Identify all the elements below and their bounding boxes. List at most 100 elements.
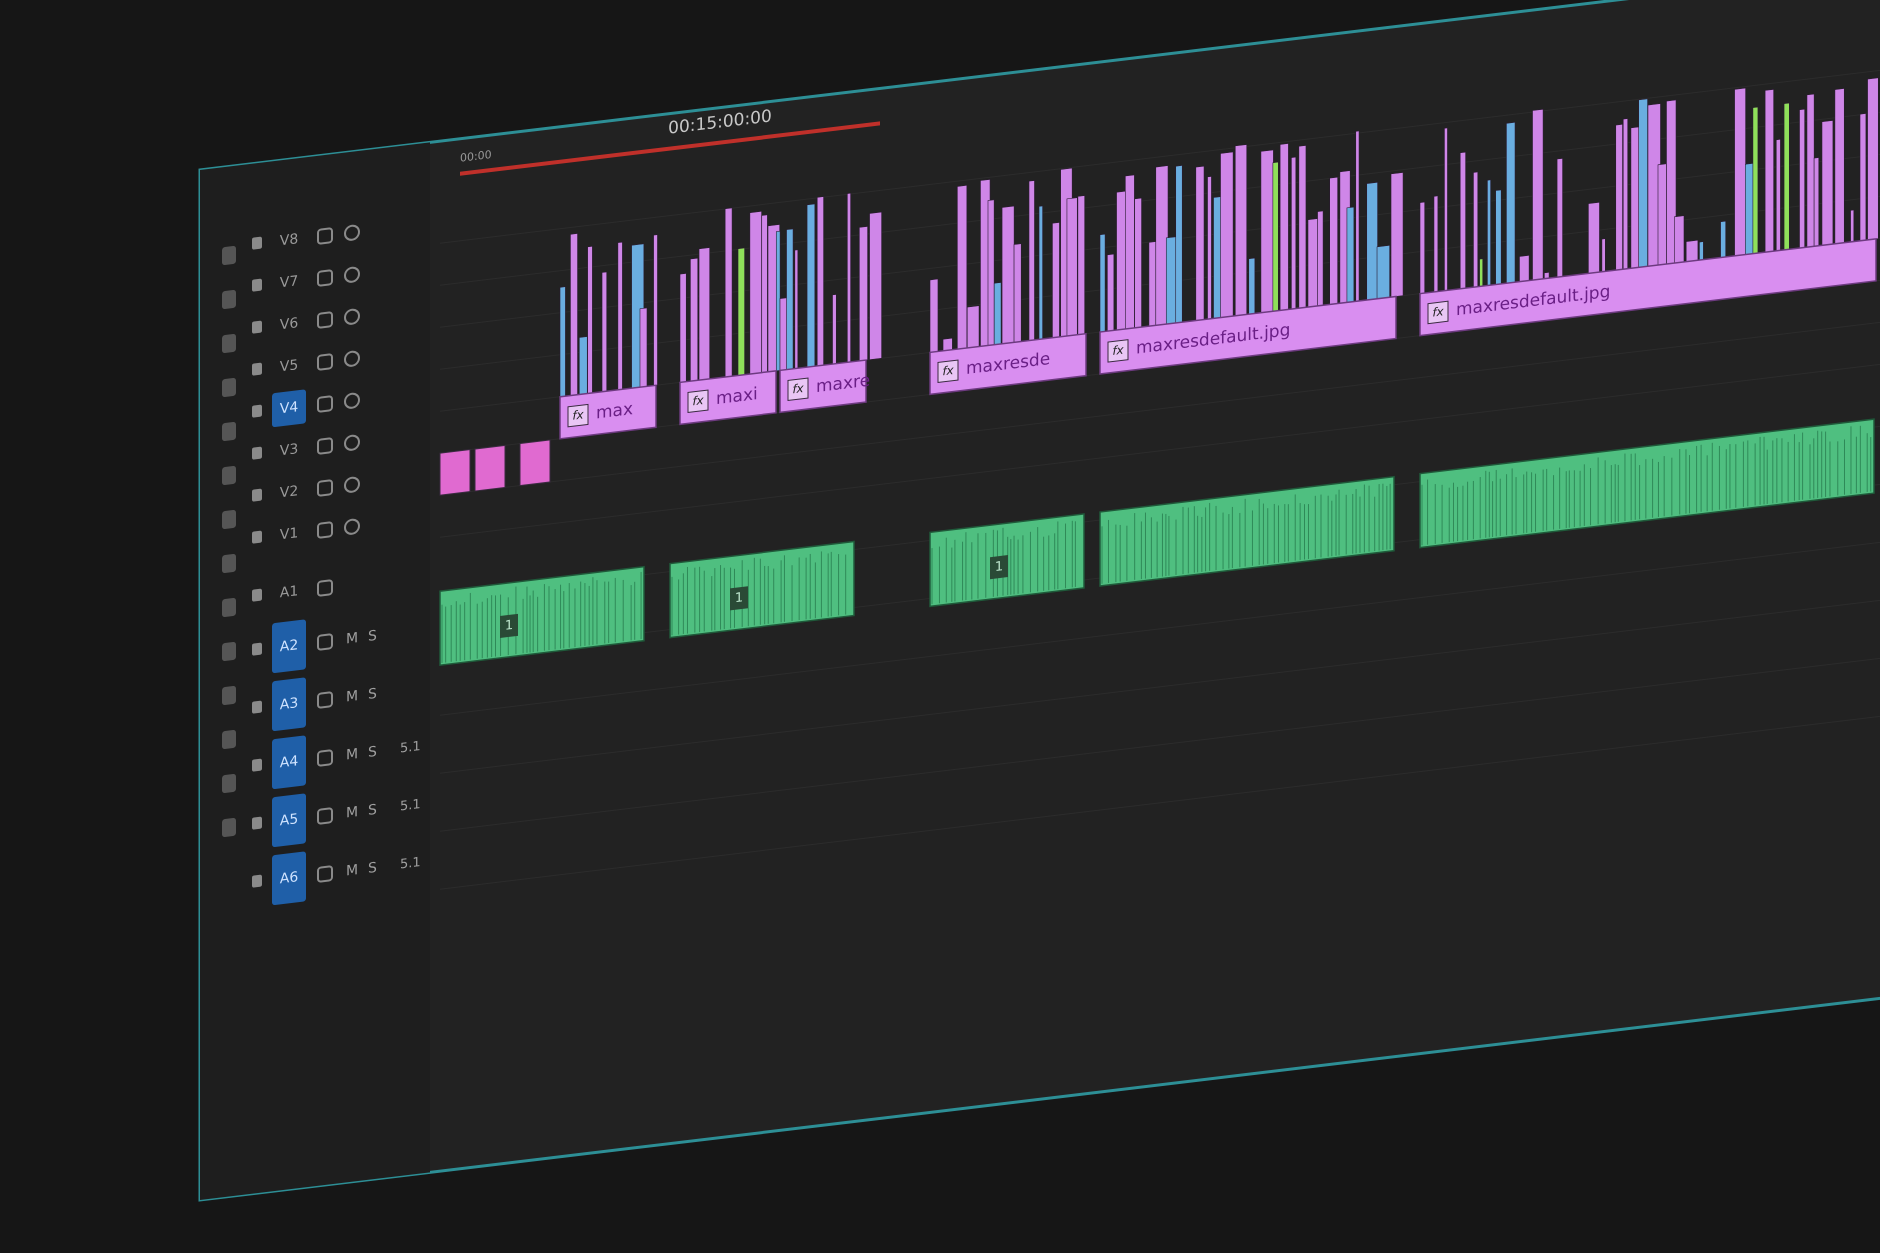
stacked-clip <box>1638 98 1648 268</box>
mute-button[interactable]: M <box>346 688 358 705</box>
stacked-clip <box>587 245 593 394</box>
solo-button[interactable]: S <box>368 686 377 703</box>
tool-icon <box>222 774 236 794</box>
stacked-clip <box>1148 241 1157 327</box>
video-clip-small <box>439 449 471 496</box>
track-label: V8 <box>280 231 298 249</box>
stacked-clip <box>1195 165 1205 321</box>
solo-button[interactable]: S <box>368 628 377 645</box>
eye-icon <box>344 350 360 367</box>
lock-icon <box>252 446 262 460</box>
stacked-clip <box>1355 130 1360 302</box>
stacked-clip <box>966 305 980 349</box>
track-divider <box>440 69 1880 244</box>
stacked-clip <box>1207 176 1212 320</box>
stacked-clip <box>1532 108 1544 281</box>
tool-icon <box>222 730 236 750</box>
solo-button[interactable]: S <box>368 744 377 761</box>
tool-icon <box>222 422 236 442</box>
toggle-icon <box>317 227 333 245</box>
track-divider <box>440 363 1880 538</box>
toggle-icon <box>317 395 333 413</box>
video-clip-small <box>519 439 551 487</box>
stacked-clip <box>1298 145 1307 309</box>
stacked-clip <box>987 199 995 346</box>
toggle-icon <box>317 749 333 767</box>
stacked-clip <box>1260 149 1274 314</box>
toggle-icon <box>317 479 333 497</box>
track-target <box>272 851 306 906</box>
tool-icon <box>222 598 236 618</box>
stacked-clip <box>942 337 953 352</box>
track-label: V2 <box>280 483 298 501</box>
stacked-clip <box>1699 241 1704 261</box>
tool-icon <box>222 686 236 706</box>
lock-icon <box>252 588 262 602</box>
track-label: A4 <box>280 753 299 771</box>
eye-icon <box>344 518 360 535</box>
stacked-clip <box>761 214 768 373</box>
stacked-clip <box>1175 165 1183 324</box>
mute-button[interactable]: M <box>346 804 358 821</box>
audio-badge: 1 <box>735 590 743 606</box>
stacked-clip <box>847 192 851 363</box>
toggle-icon <box>317 865 333 883</box>
toggle-icon <box>317 633 333 651</box>
stacked-clip <box>1588 201 1600 274</box>
mute-button[interactable]: M <box>346 630 358 647</box>
track-divider <box>440 541 1880 716</box>
stacked-clip <box>1433 195 1439 293</box>
audio-clip <box>669 540 855 639</box>
track-label: A1 <box>280 583 298 601</box>
track-label: V6 <box>280 315 299 333</box>
stacked-clip <box>794 249 799 369</box>
tool-icon <box>222 554 236 574</box>
stacked-clip <box>806 203 816 368</box>
lock-icon <box>252 362 262 376</box>
track-label: V7 <box>280 273 298 291</box>
stacked-clip <box>1013 243 1022 343</box>
stacked-clip <box>1317 210 1324 307</box>
toggle-icon <box>317 807 333 825</box>
tool-icon <box>222 290 236 310</box>
stacked-clip <box>1799 108 1805 249</box>
stacked-clip <box>1291 156 1297 310</box>
stacked-clip <box>1821 120 1834 246</box>
track-target <box>272 389 306 428</box>
stacked-clip <box>1752 106 1759 254</box>
fx-badge: fx <box>572 407 584 422</box>
mute-button[interactable]: M <box>346 862 358 879</box>
stacked-clip <box>1720 220 1727 258</box>
fx-badge-box <box>937 359 959 383</box>
lock-icon <box>252 530 262 544</box>
mute-button[interactable]: M <box>346 746 358 763</box>
toggle-icon <box>317 311 333 329</box>
stacked-clip <box>1459 151 1466 290</box>
fx-badge-box <box>1427 300 1449 325</box>
solo-button[interactable]: S <box>368 802 377 819</box>
eye-icon <box>344 476 360 493</box>
eye-icon <box>344 224 360 241</box>
channel-label: 5.1 <box>400 797 421 814</box>
stacked-clip <box>1859 113 1867 242</box>
stacked-clip <box>653 234 658 386</box>
work-area-bar <box>460 121 880 176</box>
solo-button[interactable]: S <box>368 860 377 877</box>
audio-badge-box <box>730 586 748 611</box>
stacked-clip <box>1307 218 1318 308</box>
stacked-clip <box>816 196 824 367</box>
stacked-clip <box>1272 161 1279 312</box>
eye-icon <box>344 392 360 409</box>
track-label: A2 <box>280 637 298 655</box>
fx-badge-box <box>567 403 589 428</box>
track-label: V5 <box>280 357 298 375</box>
fx-badge-box <box>687 389 709 413</box>
stacked-clip <box>1473 171 1479 288</box>
stacked-clip <box>639 307 648 388</box>
track-target <box>272 735 306 790</box>
video-clip-small <box>474 444 506 492</box>
tool-icon <box>222 466 236 486</box>
lock-icon <box>252 404 262 418</box>
